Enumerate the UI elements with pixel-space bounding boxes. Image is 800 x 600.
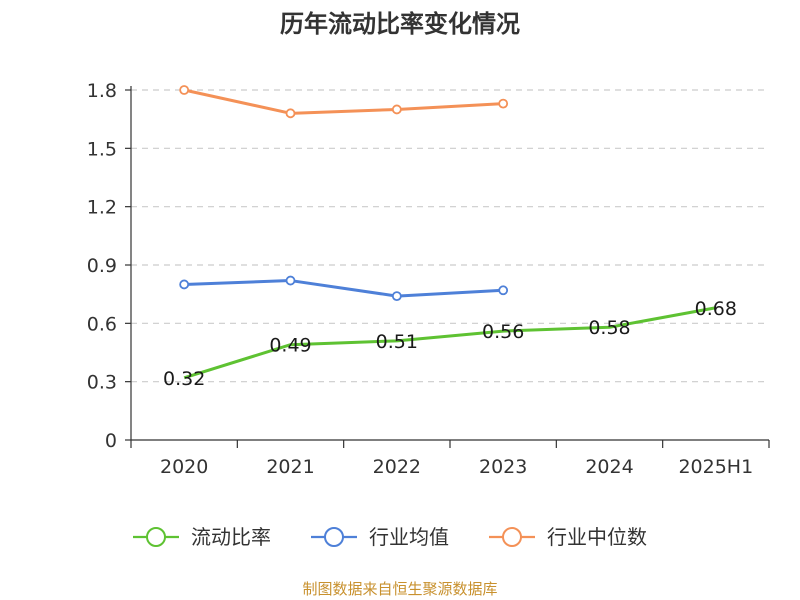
data-label: 0.58 (588, 317, 630, 339)
data-label: 0.32 (163, 368, 205, 390)
legend-item[interactable]: 行业均值 (311, 525, 449, 549)
legend-marker (324, 527, 344, 547)
y-tick-label: 1.2 (87, 197, 117, 219)
data-label: 0.49 (269, 335, 311, 357)
legend-label: 行业均值 (369, 525, 449, 549)
legend-marker (146, 527, 166, 547)
legend-label: 行业中位数 (547, 525, 647, 549)
x-tick-label: 2024 (585, 456, 633, 478)
series-line (183, 306, 717, 380)
data-point (391, 104, 402, 115)
data-point (285, 108, 296, 119)
data-point (391, 291, 402, 302)
data-point (179, 85, 190, 95)
data-point (285, 275, 296, 286)
legend-item[interactable]: 流动比率 (133, 525, 271, 549)
series-line (184, 279, 504, 298)
y-tick-label: 0.9 (87, 255, 117, 277)
legend-item[interactable]: 行业中位数 (489, 525, 647, 549)
y-tick-label: 1.8 (87, 80, 117, 102)
data-label: 0.56 (482, 321, 524, 343)
data-labels: 0.32 0.49 0.51 0.56 0.58 0.68 (163, 298, 737, 390)
y-tick-label: 0.3 (87, 372, 117, 394)
series-lines (179, 85, 717, 380)
axes: 0 0.3 0.6 0.9 1.2 1.5 1.8 2020 2021 2022 2023 2024 2… (87, 80, 770, 478)
data-label: 0.68 (695, 298, 737, 320)
x-tick-label: 2023 (479, 456, 527, 478)
y-tick-label: 0.6 (87, 313, 117, 335)
legend-label: 流动比率 (191, 525, 271, 549)
x-tick-label: 2020 (160, 456, 208, 478)
data-point (498, 285, 509, 296)
data-point (179, 279, 190, 290)
x-tick-label: 2021 (266, 456, 314, 478)
x-tick-label: 2025H1 (678, 456, 753, 478)
legend-marker (502, 527, 522, 547)
series-line (183, 88, 504, 115)
y-tick-label: 0 (105, 430, 117, 452)
legend: 流动比率 行业均值 行业中位数 (133, 525, 647, 549)
x-tick-label: 2022 (373, 456, 421, 478)
chart-title: 历年流动比率变化情况 (280, 10, 520, 38)
source-note: 制图数据来自恒生聚源数据库 (302, 580, 497, 598)
grid-lines (131, 89, 769, 383)
data-point (498, 98, 509, 109)
y-tick-label: 1.5 (87, 138, 117, 160)
data-label: 0.51 (376, 331, 418, 353)
